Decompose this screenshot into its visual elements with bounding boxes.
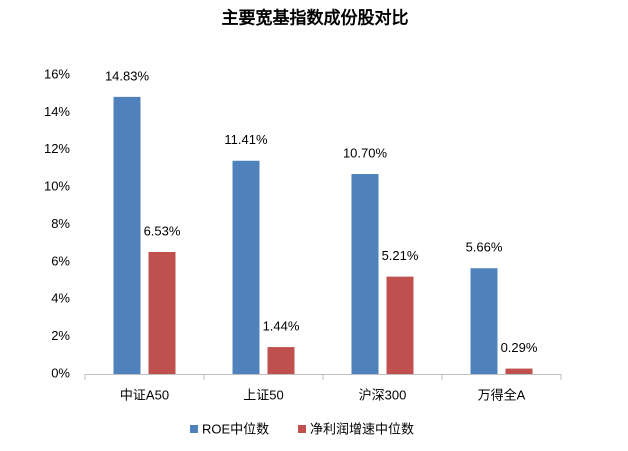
value-label: 0.29% bbox=[501, 340, 538, 355]
value-label: 6.53% bbox=[144, 223, 181, 238]
y-tick-label: 2% bbox=[51, 328, 70, 343]
value-label: 14.83% bbox=[105, 68, 150, 83]
bar bbox=[470, 268, 498, 374]
value-label: 5.21% bbox=[382, 248, 419, 263]
x-tick-label: 万得全A bbox=[478, 387, 526, 402]
value-label: 10.70% bbox=[343, 145, 388, 160]
bar bbox=[267, 347, 295, 374]
y-tick-label: 6% bbox=[51, 253, 70, 268]
y-tick-label: 0% bbox=[51, 365, 70, 380]
bar bbox=[351, 174, 379, 374]
bar bbox=[148, 251, 176, 374]
bar bbox=[232, 160, 260, 374]
y-tick-label: 12% bbox=[44, 141, 70, 156]
bar bbox=[505, 368, 533, 374]
y-tick-label: 14% bbox=[44, 104, 70, 119]
legend-label: 净利润增速中位数 bbox=[310, 421, 414, 436]
bar bbox=[386, 276, 414, 374]
bar bbox=[113, 96, 141, 374]
x-tick-label: 上证50 bbox=[243, 387, 283, 402]
legend-label: ROE中位数 bbox=[202, 421, 269, 436]
value-label: 11.41% bbox=[224, 132, 268, 147]
y-tick-label: 16% bbox=[44, 66, 70, 81]
x-tick-label: 沪深300 bbox=[359, 387, 407, 402]
value-label: 5.66% bbox=[466, 240, 503, 255]
y-tick-label: 8% bbox=[51, 216, 70, 231]
y-tick-label: 10% bbox=[44, 179, 70, 194]
x-tick-label: 中证A50 bbox=[120, 387, 169, 402]
y-tick-label: 4% bbox=[51, 291, 70, 306]
legend-swatch bbox=[190, 425, 198, 433]
legend-swatch bbox=[298, 425, 306, 433]
value-label: 1.44% bbox=[263, 319, 300, 334]
chart-title: 主要宽基指数成份股对比 bbox=[222, 7, 409, 27]
